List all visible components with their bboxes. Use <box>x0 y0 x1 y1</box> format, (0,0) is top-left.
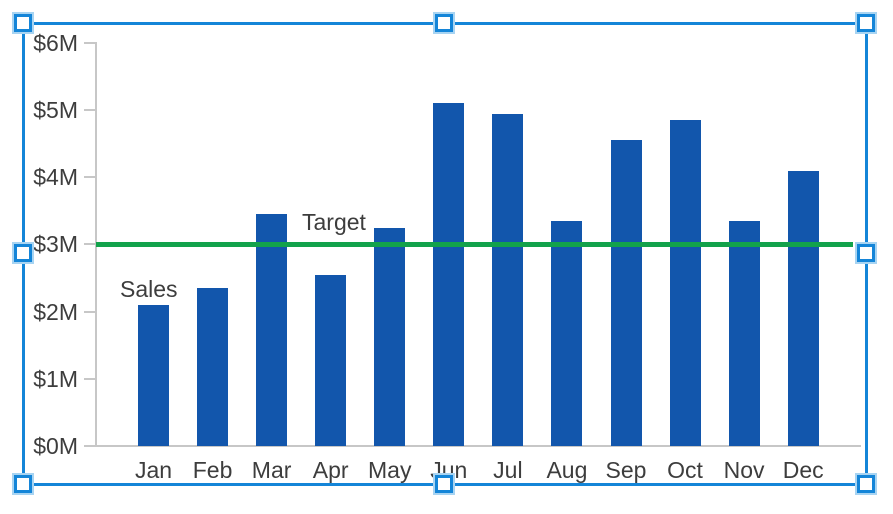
x-tick-label-mar: Mar <box>251 457 292 483</box>
selection-handle-top-center[interactable] <box>435 14 453 32</box>
y-tick <box>84 377 97 380</box>
x-tick-label-jul: Jul <box>493 457 523 483</box>
bar-jun[interactable] <box>433 103 465 446</box>
selection-handle-bottom-center[interactable] <box>435 475 453 493</box>
bar-dec[interactable] <box>787 170 819 446</box>
bar-jan[interactable] <box>138 304 169 446</box>
y-tick <box>84 109 97 112</box>
x-axis-line <box>84 445 861 447</box>
y-tick-label: $1M <box>33 365 78 392</box>
y-tick-label: $5M <box>33 97 78 124</box>
x-tick-label-apr: Apr <box>312 457 349 483</box>
bar-nov[interactable] <box>728 221 760 446</box>
selection-handle-bottom-right[interactable] <box>857 475 875 493</box>
x-tick-label-jan: Jan <box>134 457 173 483</box>
bar-apr[interactable] <box>315 274 347 446</box>
bar-mar[interactable] <box>256 214 288 446</box>
x-tick-label-may: May <box>368 457 412 483</box>
selection-handle-middle-right[interactable] <box>857 244 875 262</box>
x-tick-label-dec: Dec <box>782 457 824 483</box>
bar-sep[interactable] <box>610 140 642 446</box>
y-tick <box>84 243 97 246</box>
y-tick <box>84 176 97 179</box>
x-tick-label-nov: Nov <box>723 457 765 483</box>
selection-handle-top-right[interactable] <box>857 14 875 32</box>
selection-handle-top-left[interactable] <box>14 14 32 32</box>
x-tick-label-aug: Aug <box>546 457 588 483</box>
y-tick-label: $6M <box>33 29 78 56</box>
y-tick <box>84 310 97 313</box>
bar-aug[interactable] <box>551 221 583 446</box>
bar-jul[interactable] <box>492 113 524 446</box>
selection-handle-bottom-left[interactable] <box>14 475 32 493</box>
y-tick <box>84 41 97 44</box>
sales-series-label[interactable]: Sales <box>120 276 178 302</box>
y-tick-label: $2M <box>33 298 78 325</box>
x-tick-label-oct: Oct <box>667 457 703 483</box>
y-tick-label: $3M <box>33 231 78 258</box>
x-tick-label-sep: Sep <box>605 457 647 483</box>
target-line[interactable] <box>96 242 853 247</box>
bar-oct[interactable] <box>669 120 701 446</box>
selection-handle-middle-left[interactable] <box>14 244 32 262</box>
bar-feb[interactable] <box>197 288 229 446</box>
y-tick <box>84 445 97 447</box>
bar-may[interactable] <box>374 227 406 446</box>
y-tick-label: $0M <box>33 433 78 459</box>
x-tick-label-feb: Feb <box>192 457 233 483</box>
y-tick-label: $4M <box>33 164 78 191</box>
target-line-label[interactable]: Target <box>302 209 366 235</box>
